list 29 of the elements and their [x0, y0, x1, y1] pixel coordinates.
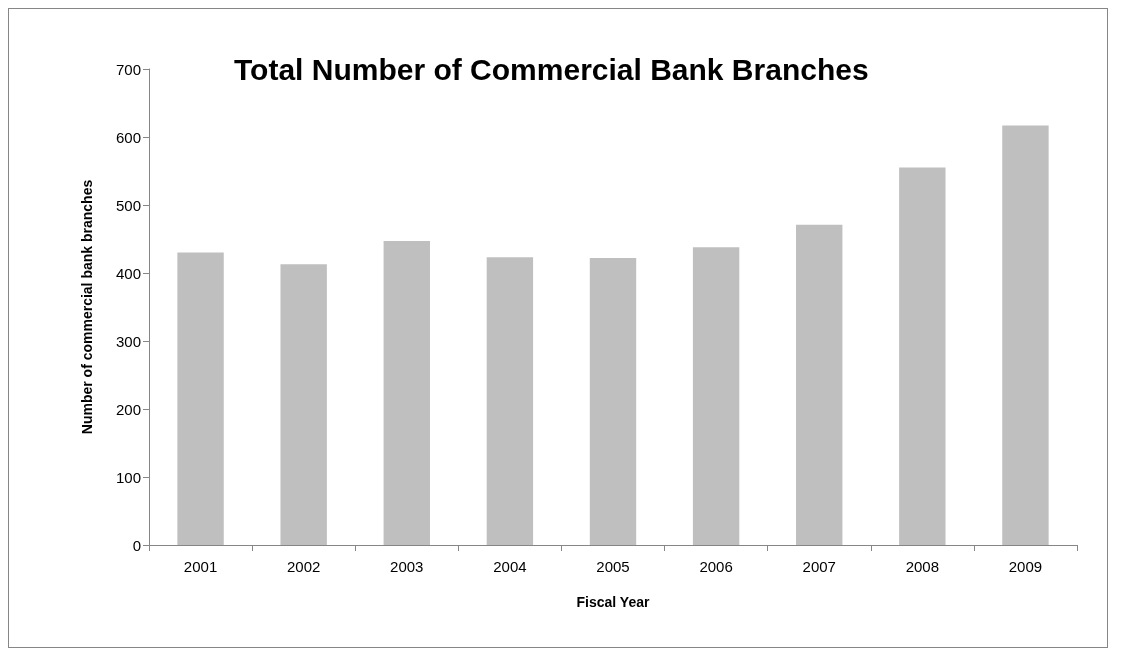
bar: [899, 167, 946, 545]
y-tick-label: 400: [115, 264, 141, 282]
x-axis-title: Fiscal Year: [576, 594, 650, 610]
y-tick-label: 0: [132, 536, 141, 554]
x-tick-label: 2008: [905, 558, 940, 575]
y-tick-label: 300: [115, 332, 141, 350]
x-tick-label: 2009: [1008, 558, 1043, 575]
x-tick-label: 2007: [802, 558, 836, 575]
bar: [383, 241, 430, 545]
bar: [177, 252, 224, 545]
x-tick-label: 2003: [390, 558, 424, 575]
y-tick-label: 200: [115, 400, 141, 418]
bar: [486, 257, 534, 545]
bar: [280, 264, 327, 545]
y-tick-label: 100: [115, 468, 141, 486]
chart-title: Total Number of Commercial Bank Branches: [234, 52, 869, 86]
y-tick-label: 600: [115, 128, 141, 146]
y-tick-label: 700: [115, 60, 141, 78]
bar: [1002, 125, 1049, 545]
bar: [692, 247, 740, 545]
x-tick-label: 2004: [493, 558, 527, 575]
x-tick-label: 2001: [183, 558, 218, 575]
bar: [589, 258, 637, 545]
y-tick-label: 500: [115, 196, 141, 214]
x-tick-label: 2006: [699, 558, 733, 575]
bar: [796, 224, 843, 545]
x-tick-label: 2002: [286, 558, 321, 575]
y-axis-title: Number of commercial bank branches: [79, 179, 95, 435]
x-tick-label: 2005: [596, 558, 630, 575]
